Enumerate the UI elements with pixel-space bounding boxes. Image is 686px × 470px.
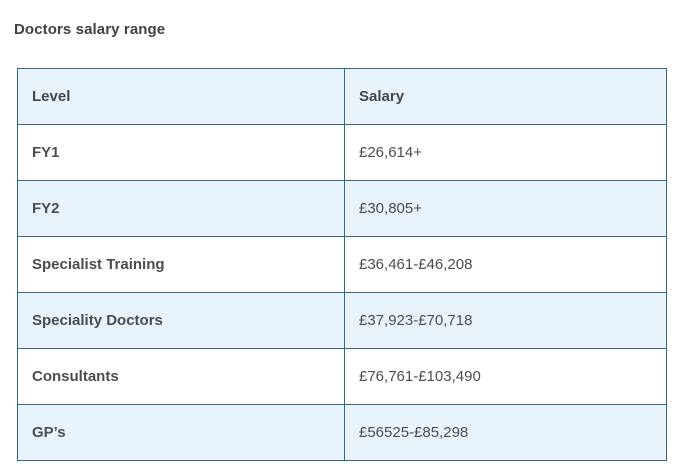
column-header-salary: Salary bbox=[344, 68, 667, 125]
table-header: Level Salary bbox=[17, 68, 667, 125]
level-cell: FY1 bbox=[17, 124, 345, 181]
level-cell: FY2 bbox=[17, 180, 345, 237]
salary-cell: £76,761-£103,490 bbox=[344, 348, 667, 405]
level-cell: Consultants bbox=[17, 348, 345, 405]
salary-cell: £30,805+ bbox=[344, 180, 667, 237]
table-row: FY1 £26,614+ bbox=[17, 124, 667, 181]
column-header-level: Level bbox=[17, 68, 345, 125]
level-cell: Specialist Training bbox=[17, 236, 345, 293]
salary-cell: £26,614+ bbox=[344, 124, 667, 181]
table-row: Speciality Doctors £37,923-£70,718 bbox=[17, 292, 667, 349]
table-row: FY2 £30,805+ bbox=[17, 180, 667, 237]
table-row: Specialist Training £36,461-£46,208 bbox=[17, 236, 667, 293]
level-cell: Speciality Doctors bbox=[17, 292, 345, 349]
table-row: GP’s £56525-£85,298 bbox=[17, 404, 667, 461]
salary-cell: £36,461-£46,208 bbox=[344, 236, 667, 293]
doctors-salary-table: Level Salary FY1 £26,614+ FY2 £30,805+ S… bbox=[17, 68, 667, 461]
salary-cell: £56525-£85,298 bbox=[344, 404, 667, 461]
salary-cell: £37,923-£70,718 bbox=[344, 292, 667, 349]
page-title: Doctors salary range bbox=[14, 21, 166, 38]
table-body: FY1 £26,614+ FY2 £30,805+ Specialist Tra… bbox=[17, 124, 667, 461]
header-row: Level Salary bbox=[17, 68, 667, 125]
level-cell: GP’s bbox=[17, 404, 345, 461]
table-row: Consultants £76,761-£103,490 bbox=[17, 348, 667, 405]
